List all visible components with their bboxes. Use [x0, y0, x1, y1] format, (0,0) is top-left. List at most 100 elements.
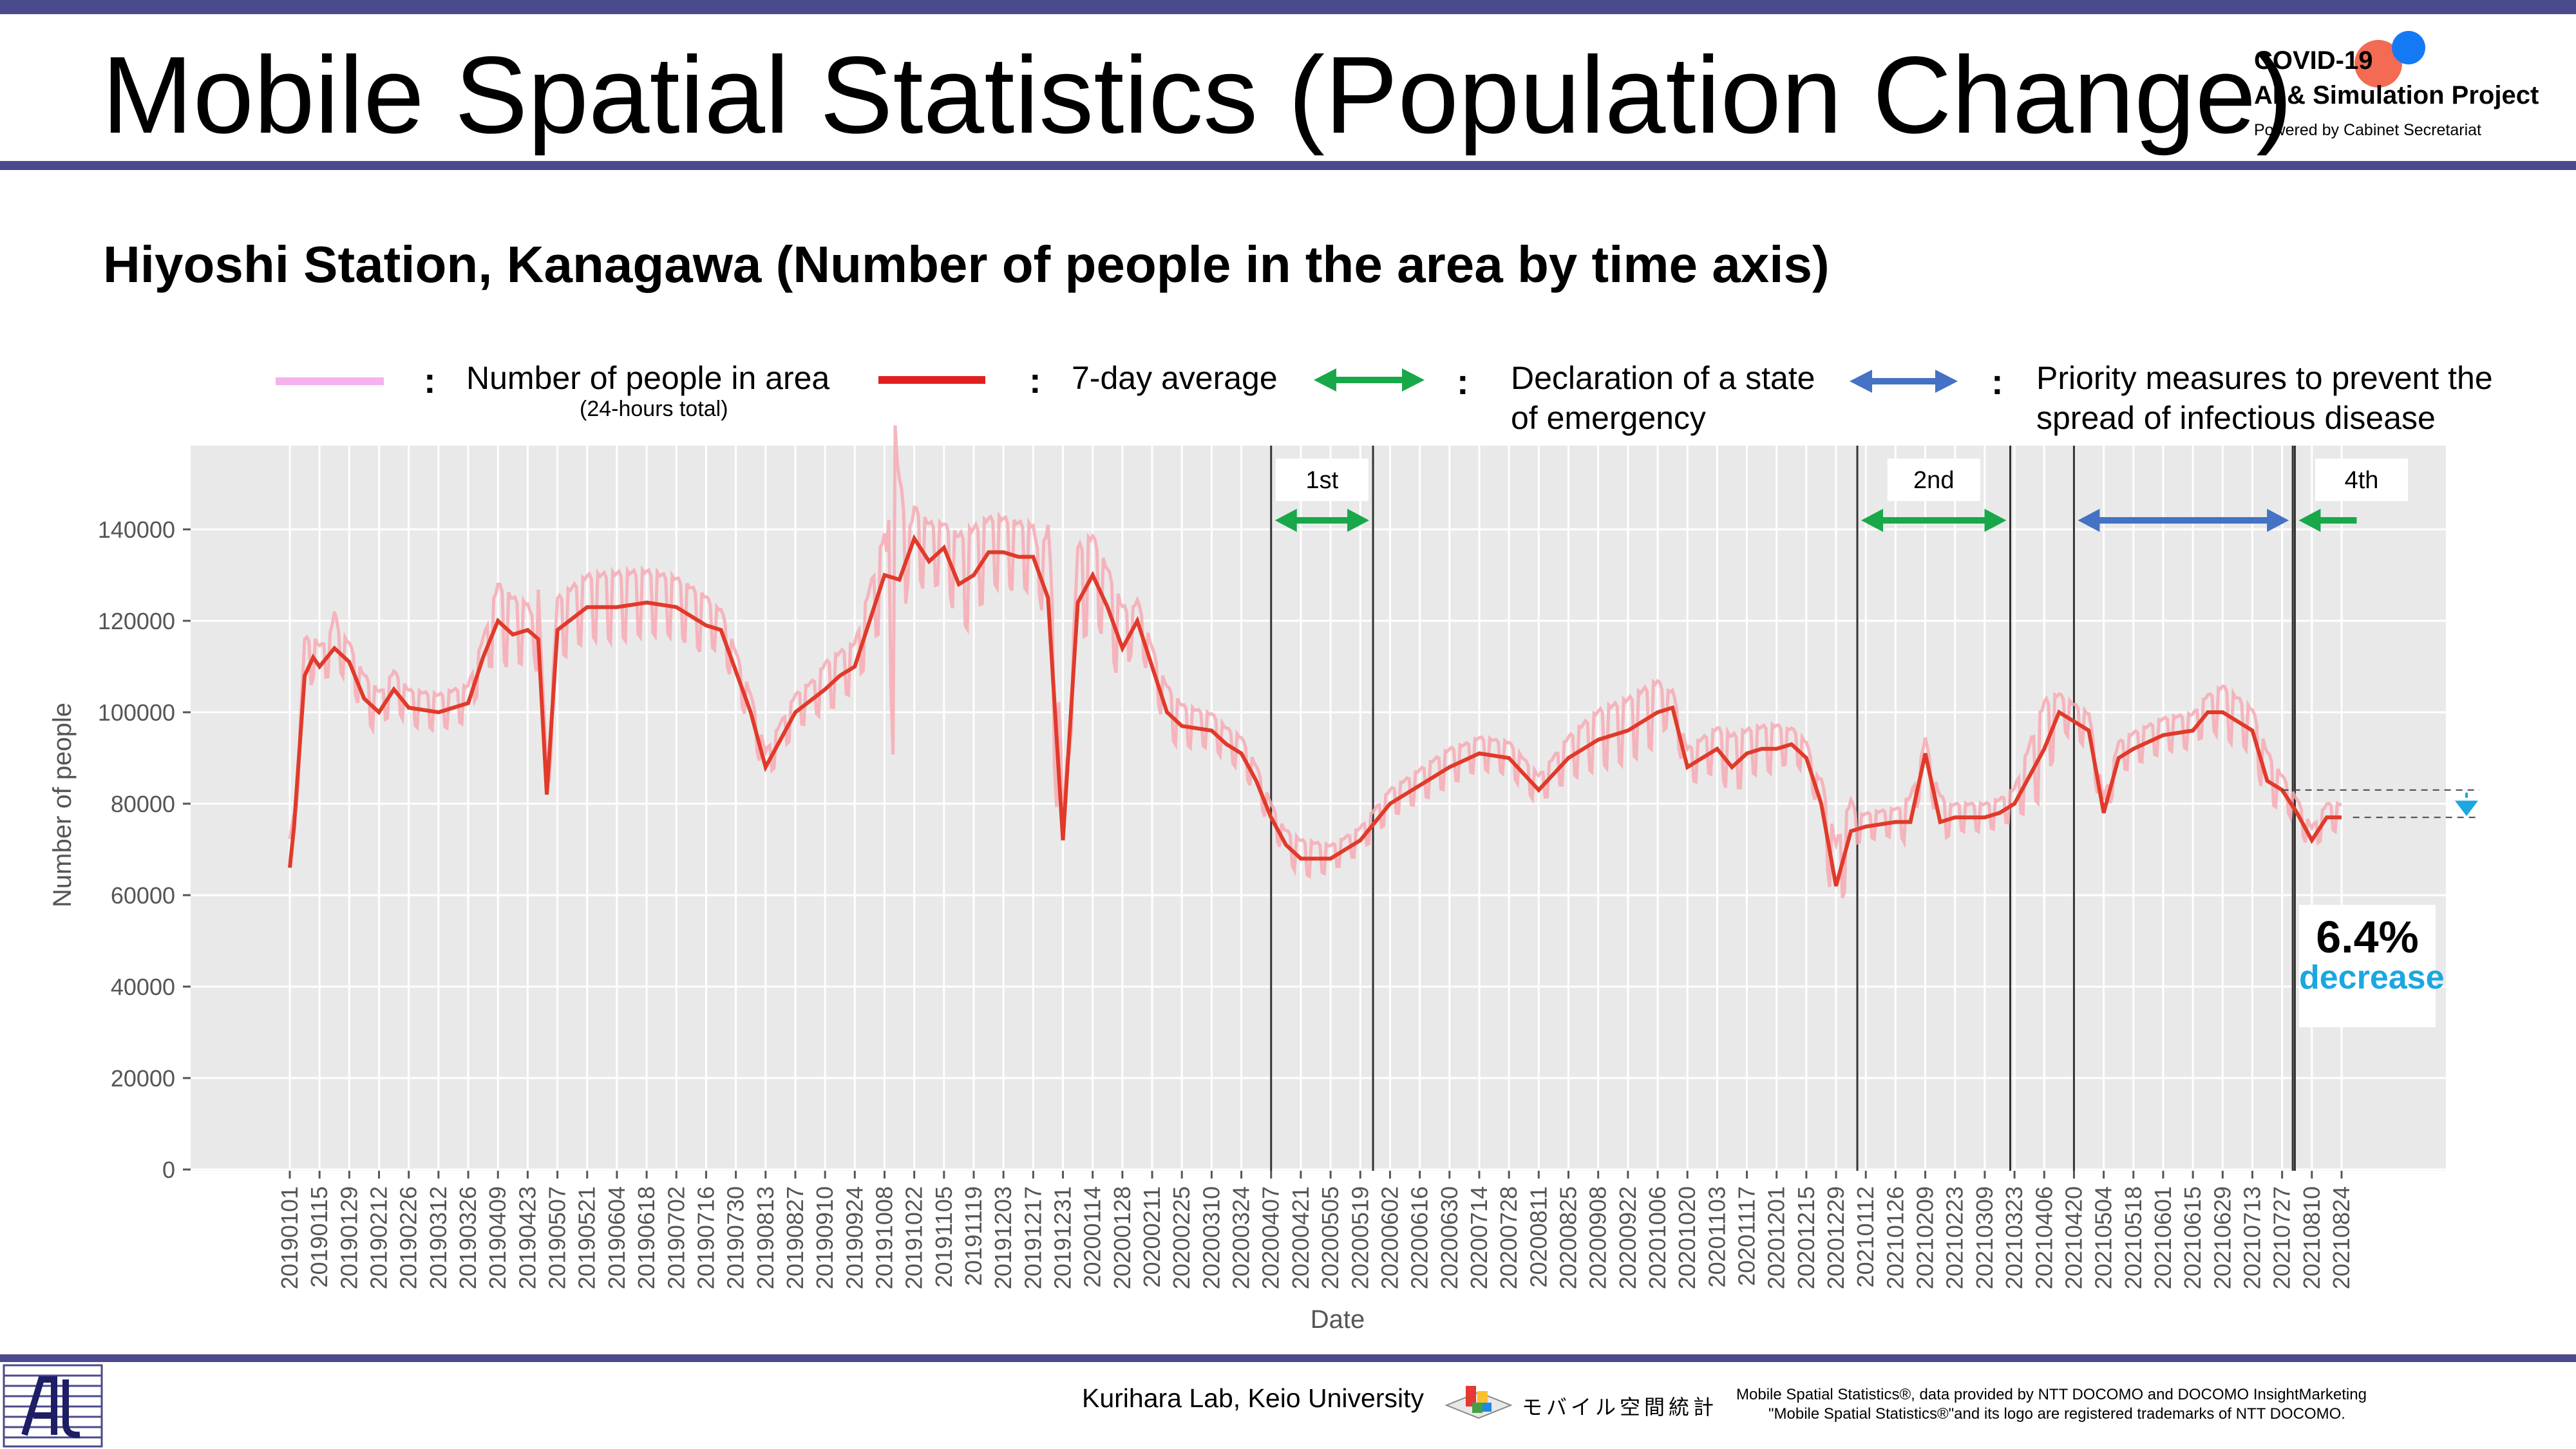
x-tick-label: 20190827 [782, 1186, 808, 1289]
grid-lines [191, 446, 2446, 1171]
legend-colon: : [1991, 361, 2003, 402]
legend-label-priority-1: Priority measures to prevent the [2036, 360, 2493, 396]
x-tick-label: 20190924 [841, 1186, 867, 1289]
y-tick-label: 0 [162, 1157, 175, 1183]
x-tick-label: 20210518 [2120, 1186, 2146, 1289]
x-tick-label: 20210406 [2031, 1186, 2057, 1289]
x-tick-label: 20201117 [1734, 1186, 1760, 1286]
footer-credit-1: Mobile Spatial Statistics®, data provide… [1736, 1386, 2367, 1403]
x-tick-label: 20210810 [2298, 1186, 2325, 1289]
legend-label-daily: Number of people in area [466, 360, 830, 396]
y-tick-label: 100000 [98, 699, 175, 726]
legend-colon: : [424, 360, 436, 401]
x-tick-label: 20210112 [1852, 1186, 1879, 1288]
docomo-logo-text: モバイル空間統計 [1522, 1396, 1718, 1419]
x-tick-label: 20190409 [484, 1186, 511, 1289]
y-axis-label: Number of people [48, 703, 77, 907]
x-tick-label: 20200728 [1495, 1186, 1522, 1289]
series-line-daily [288, 425, 2342, 898]
x-tick-label: 20190507 [544, 1186, 571, 1289]
annotation-arrow-down-icon [2455, 800, 2478, 817]
x-tick-label: 20210420 [2060, 1186, 2087, 1289]
y-tick-label: 120000 [98, 608, 175, 634]
footer-divider [0, 1354, 2576, 1362]
legend-colon: : [1029, 360, 1041, 401]
x-tick-label: 20191203 [990, 1186, 1016, 1289]
logo-line-3: Powered by Cabinet Secretariat [2254, 121, 2481, 139]
x-tick-label: 20210615 [2179, 1186, 2206, 1289]
x-tick-label: 20210713 [2239, 1186, 2265, 1289]
y-tick-label: 80000 [111, 791, 175, 817]
x-tick-label: 20200505 [1317, 1186, 1343, 1289]
x-tick-label: 20190101 [276, 1186, 303, 1289]
period-label: 1st [1306, 467, 1339, 494]
x-tick-label: 20200908 [1585, 1186, 1611, 1289]
x-tick-label: 20200421 [1287, 1186, 1314, 1289]
x-tick-label: 20201103 [1703, 1186, 1730, 1288]
annotation-text: decrease [2299, 959, 2445, 996]
legend-label-priority-2: spread of infectious disease [2036, 400, 2436, 436]
x-tick-label: 20200616 [1406, 1186, 1433, 1289]
x-tick-label: 20200114 [1079, 1186, 1106, 1288]
x-tick-label: 20191119 [960, 1186, 987, 1286]
x-tick-label: 20200825 [1555, 1186, 1581, 1289]
series-average [288, 534, 2342, 887]
period-label: 4th [2345, 467, 2379, 494]
x-tick-label: 20190813 [752, 1186, 779, 1289]
chart-subtitle: Hiyoshi Station, Kanagawa (Number of peo… [103, 236, 1830, 293]
x-tick-label: 20190423 [514, 1186, 540, 1289]
x-tick-label: 20191008 [871, 1186, 897, 1289]
keio-lab-logo-icon [3, 1364, 103, 1448]
period-arrow-head [1984, 509, 2007, 532]
period-arrow-head [2078, 509, 2100, 532]
legend-label-average: 7-day average [1072, 360, 1278, 396]
y-tick-label: 40000 [111, 974, 175, 1000]
x-tick-label: 20201201 [1763, 1186, 1790, 1289]
period-arrow-head [2267, 509, 2289, 532]
logo-blue-dot-icon [2392, 31, 2425, 64]
axes: 0 20000 40000 60000 80000 100000 120000 140000 2… [48, 516, 2354, 1334]
x-tick-label: 20190115 [306, 1186, 332, 1288]
logo-line-1: COVID-19 [2254, 46, 2373, 75]
x-tick-label: 20200630 [1436, 1186, 1463, 1289]
y-tick-label: 140000 [98, 516, 175, 543]
x-tick-label: 20191217 [1019, 1186, 1046, 1289]
x-tick-label: 20190326 [455, 1186, 481, 1289]
period-label-box [1275, 459, 1368, 501]
legend-sublabel-daily: (24-hours total) [580, 397, 728, 421]
legend-label-emergency-2: of emergency [1511, 400, 1706, 436]
period-label-box [2315, 459, 2408, 501]
x-tick-label: 20200519 [1347, 1186, 1373, 1289]
x-tick-label: 20201229 [1823, 1186, 1849, 1289]
x-tick-label: 20210727 [2269, 1186, 2295, 1289]
legend-label-emergency-1: Declaration of a state [1511, 360, 1815, 396]
y-tick-label: 20000 [111, 1065, 175, 1092]
period-label: 2nd [1913, 467, 1954, 494]
x-tick-label: 20190604 [603, 1186, 630, 1289]
x-tick-label: 20200922 [1615, 1186, 1641, 1289]
decrease-annotation [2282, 789, 2479, 819]
x-tick-label: 20200128 [1109, 1186, 1135, 1289]
page-title: Mobile Spatial Statistics (Population Ch… [102, 34, 2293, 156]
series-daily [288, 425, 2342, 898]
x-tick-label: 20190730 [723, 1186, 749, 1289]
docomo-cube-icon [1444, 1386, 1513, 1419]
x-tick-label: 20210504 [2090, 1186, 2117, 1289]
annotation-value: 6.4% [2316, 912, 2419, 962]
x-tick-label: 20190716 [692, 1186, 719, 1289]
x-tick-label: 20200602 [1376, 1186, 1403, 1289]
x-tick-label: 20200811 [1525, 1186, 1551, 1288]
annotation-box [2299, 905, 2436, 1027]
x-tick-label: 20201020 [1674, 1186, 1700, 1289]
legend-colon: : [1457, 361, 1469, 402]
y-tick-label: 60000 [111, 882, 175, 909]
title-divider [0, 161, 2576, 170]
x-tick-label: 20200324 [1228, 1186, 1255, 1289]
series-line-average [288, 534, 2342, 887]
x-tick-label: 20190212 [366, 1186, 392, 1289]
period-arrow-head [1347, 509, 1370, 532]
x-tick-label: 20200211 [1139, 1186, 1165, 1288]
x-tick-label: 20210323 [2001, 1186, 2027, 1289]
period-arrow-head [1274, 509, 1297, 532]
x-tick-label: 20200225 [1168, 1186, 1195, 1289]
